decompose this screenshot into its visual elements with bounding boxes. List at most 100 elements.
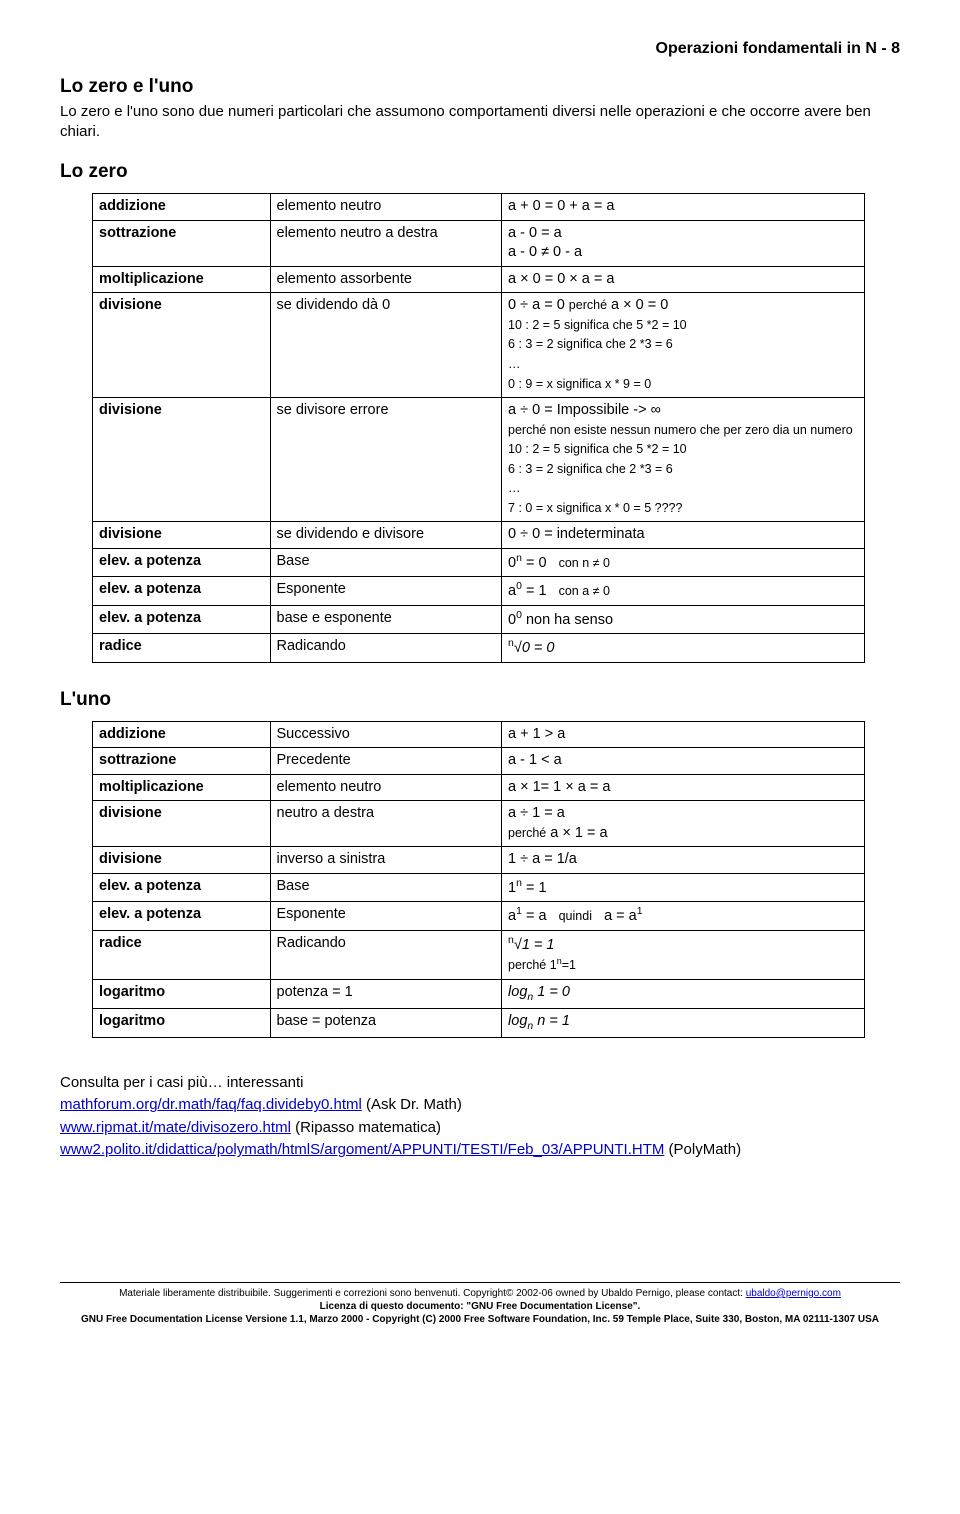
- cell-operation: sottrazione: [93, 220, 271, 266]
- ref-link-2[interactable]: www.ripmat.it/mate/divisozero.html: [60, 1119, 291, 1136]
- table-row: divisioneneutro a destraa ÷ 1 = aperché …: [93, 801, 865, 847]
- cell-formula: logn n = 1: [502, 1008, 865, 1037]
- cell-operation: addizione: [93, 721, 271, 748]
- refs-intro: Consulta per i casi più… interessanti: [60, 1072, 900, 1095]
- cell-role: base e esponente: [270, 605, 502, 633]
- cell-operation: elev. a potenza: [93, 873, 271, 901]
- table-row: radiceRadicandon√1 = 1perché 1n=1: [93, 930, 865, 979]
- cell-role: elemento assorbente: [270, 266, 502, 293]
- table-row: radiceRadicandon√0 = 0: [93, 634, 865, 662]
- table-row: elev. a potenzaBase1n = 1: [93, 873, 865, 901]
- cell-formula: 0n = 0 con n ≠ 0: [502, 549, 865, 577]
- cell-formula: a - 1 < a: [502, 748, 865, 775]
- cell-operation: addizione: [93, 194, 271, 221]
- table-row: elev. a potenzaEsponentea0 = 1 con a ≠ 0: [93, 577, 865, 605]
- cell-operation: logaritmo: [93, 979, 271, 1008]
- cell-operation: elev. a potenza: [93, 605, 271, 633]
- cell-operation: elev. a potenza: [93, 902, 271, 930]
- cell-operation: divisione: [93, 801, 271, 847]
- table-zero: addizioneelemento neutroa + 0 = 0 + a = …: [92, 193, 865, 663]
- footer-line2: Licenza di questo documento: "GNU Free D…: [60, 1300, 900, 1313]
- cell-formula: 0 ÷ a = 0 perché a × 0 = 010 : 2 = 5 sig…: [502, 293, 865, 398]
- cell-formula: a × 0 = 0 × a = a: [502, 266, 865, 293]
- title-main: Lo zero e l'uno: [60, 76, 900, 98]
- cell-role: Radicando: [270, 930, 502, 979]
- cell-role: elemento neutro a destra: [270, 220, 502, 266]
- table-row: addizioneelemento neutroa + 0 = 0 + a = …: [93, 194, 865, 221]
- ref-link-3[interactable]: www2.polito.it/didattica/polymath/htmlS/…: [60, 1141, 664, 1158]
- cell-role: se divisore errore: [270, 398, 502, 522]
- intro-text: Lo zero e l'uno sono due numeri particol…: [60, 102, 900, 141]
- cell-role: elemento neutro: [270, 774, 502, 801]
- cell-formula: a - 0 = aa - 0 ≠ 0 - a: [502, 220, 865, 266]
- cell-formula: a ÷ 1 = aperché a × 1 = a: [502, 801, 865, 847]
- cell-role: se dividendo e divisore: [270, 522, 502, 549]
- cell-operation: divisione: [93, 847, 271, 874]
- cell-role: base = potenza: [270, 1008, 502, 1037]
- cell-role: Base: [270, 549, 502, 577]
- table-row: moltiplicazioneelemento assorbentea × 0 …: [93, 266, 865, 293]
- cell-role: Successivo: [270, 721, 502, 748]
- table-row: sottrazioneelemento neutro a destraa - 0…: [93, 220, 865, 266]
- table-row: logaritmopotenza = 1logn 1 = 0: [93, 979, 865, 1008]
- references-block: Consulta per i casi più… interessanti ma…: [60, 1072, 900, 1162]
- cell-operation: logaritmo: [93, 1008, 271, 1037]
- cell-role: Radicando: [270, 634, 502, 662]
- cell-operation: radice: [93, 634, 271, 662]
- cell-formula: 00 non ha senso: [502, 605, 865, 633]
- table-row: divisionese dividendo dà 00 ÷ a = 0 perc…: [93, 293, 865, 398]
- cell-role: Esponente: [270, 577, 502, 605]
- table-row: addizioneSuccessivoa + 1 > a: [93, 721, 865, 748]
- refs-line2: www.ripmat.it/mate/divisozero.html (Ripa…: [60, 1117, 900, 1140]
- table-row: elev. a potenzaBase0n = 0 con n ≠ 0: [93, 549, 865, 577]
- cell-role: Base: [270, 873, 502, 901]
- table-row: divisionese divisore errorea ÷ 0 = Impos…: [93, 398, 865, 522]
- cell-formula: n√1 = 1perché 1n=1: [502, 930, 865, 979]
- ref-after-3: (PolyMath): [664, 1141, 741, 1158]
- cell-role: elemento neutro: [270, 194, 502, 221]
- cell-formula: 1 ÷ a = 1/a: [502, 847, 865, 874]
- cell-formula: logn 1 = 0: [502, 979, 865, 1008]
- cell-formula: a × 1= 1 × a = a: [502, 774, 865, 801]
- ref-after-2: (Ripasso matematica): [291, 1119, 441, 1136]
- cell-formula: 1n = 1: [502, 873, 865, 901]
- page-footer: Materiale liberamente distribuibile. Sug…: [60, 1282, 900, 1326]
- cell-operation: divisione: [93, 293, 271, 398]
- cell-formula: a0 = 1 con a ≠ 0: [502, 577, 865, 605]
- cell-role: potenza = 1: [270, 979, 502, 1008]
- cell-formula: a ÷ 0 = Impossibile -> ∞perché non esist…: [502, 398, 865, 522]
- cell-formula: 0 ÷ 0 = indeterminata: [502, 522, 865, 549]
- cell-formula: n√0 = 0: [502, 634, 865, 662]
- cell-operation: elev. a potenza: [93, 549, 271, 577]
- table-row: logaritmobase = potenzalogn n = 1: [93, 1008, 865, 1037]
- page-header: Operazioni fondamentali in N - 8: [60, 40, 900, 58]
- ref-link-1[interactable]: mathforum.org/dr.math/faq/faq.divideby0.…: [60, 1096, 362, 1113]
- title-uno: L'uno: [60, 689, 900, 711]
- cell-formula: a + 0 = 0 + a = a: [502, 194, 865, 221]
- cell-role: Esponente: [270, 902, 502, 930]
- table-row: divisioneinverso a sinistra1 ÷ a = 1/a: [93, 847, 865, 874]
- cell-operation: divisione: [93, 398, 271, 522]
- ref-after-1: (Ask Dr. Math): [362, 1096, 462, 1113]
- table-uno: addizioneSuccessivoa + 1 > asottrazioneP…: [92, 721, 865, 1038]
- cell-role: neutro a destra: [270, 801, 502, 847]
- footer-line3: GNU Free Documentation License Versione …: [60, 1313, 900, 1326]
- title-zero: Lo zero: [60, 161, 900, 183]
- footer-text1: Materiale liberamente distribuibile. Sug…: [119, 1288, 746, 1299]
- cell-operation: elev. a potenza: [93, 577, 271, 605]
- cell-operation: moltiplicazione: [93, 266, 271, 293]
- cell-role: inverso a sinistra: [270, 847, 502, 874]
- cell-operation: sottrazione: [93, 748, 271, 775]
- table-row: divisionese dividendo e divisore0 ÷ 0 = …: [93, 522, 865, 549]
- cell-formula: a + 1 > a: [502, 721, 865, 748]
- table-row: sottrazionePrecedentea - 1 < a: [93, 748, 865, 775]
- table-row: elev. a potenzaEsponentea1 = a quindi a …: [93, 902, 865, 930]
- table-row: moltiplicazioneelemento neutroa × 1= 1 ×…: [93, 774, 865, 801]
- cell-role: se dividendo dà 0: [270, 293, 502, 398]
- cell-role: Precedente: [270, 748, 502, 775]
- table-row: elev. a potenzabase e esponente00 non ha…: [93, 605, 865, 633]
- footer-line1: Materiale liberamente distribuibile. Sug…: [60, 1287, 900, 1300]
- cell-operation: divisione: [93, 522, 271, 549]
- cell-operation: radice: [93, 930, 271, 979]
- footer-email[interactable]: ubaldo@pernigo.com: [746, 1288, 841, 1299]
